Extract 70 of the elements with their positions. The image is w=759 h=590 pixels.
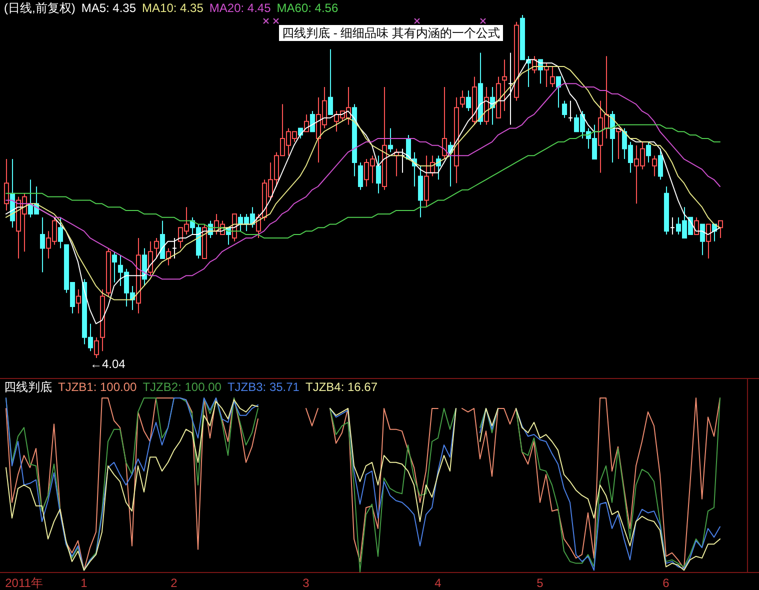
x-tick-label: 2011年 bbox=[5, 576, 43, 590]
candlestick bbox=[58, 216, 63, 249]
candlestick bbox=[154, 237, 159, 260]
candlestick bbox=[400, 148, 405, 174]
candlestick bbox=[568, 100, 573, 122]
candlestick bbox=[94, 336, 99, 358]
candlestick bbox=[478, 52, 483, 126]
candlestick bbox=[442, 86, 447, 160]
candlestick bbox=[502, 59, 507, 112]
x-tick-label: 4 bbox=[434, 576, 442, 590]
x-tick-label: 3 bbox=[302, 576, 310, 590]
text: MA20: 4.45 bbox=[209, 1, 272, 15]
candlestick bbox=[136, 237, 141, 314]
candlestick bbox=[460, 90, 465, 108]
x-tick-label: 1 bbox=[80, 576, 88, 590]
candlestick bbox=[472, 76, 477, 126]
candlestick bbox=[172, 237, 177, 260]
candlestick bbox=[718, 220, 723, 238]
candlestick bbox=[544, 62, 549, 88]
candlestick bbox=[148, 240, 153, 276]
candlestick bbox=[388, 128, 393, 153]
candlestick bbox=[448, 141, 453, 187]
chart-title: (日线,前复权) bbox=[4, 1, 76, 15]
candlestick bbox=[652, 155, 657, 177]
candlestick bbox=[514, 21, 519, 102]
candlestick bbox=[382, 86, 387, 190]
candlestick bbox=[454, 96, 459, 184]
candlestick bbox=[616, 128, 621, 160]
candlestick bbox=[100, 288, 105, 352]
x-tick-label: 5 bbox=[536, 576, 544, 590]
candlestick bbox=[466, 90, 471, 112]
series-label: TJZB4: 16.67 bbox=[305, 380, 378, 394]
candlestick bbox=[706, 224, 711, 260]
candlestick bbox=[646, 141, 651, 163]
text: MA60: 4.56 bbox=[276, 1, 338, 15]
series-label: TJZB1: 100.00 bbox=[58, 380, 138, 394]
candlestick bbox=[424, 155, 429, 208]
candlestick bbox=[562, 100, 567, 118]
candlestick bbox=[556, 76, 561, 108]
candlestick bbox=[4, 158, 9, 212]
candlestick bbox=[418, 165, 423, 218]
candlestick bbox=[610, 110, 615, 163]
x-tick-label: 2 bbox=[170, 576, 178, 590]
candlestick bbox=[496, 76, 501, 118]
text: MA10: 4.35 bbox=[142, 1, 204, 15]
series-label: TJZB2: 100.00 bbox=[142, 380, 222, 394]
chart-title: 四线判底 bbox=[4, 380, 52, 394]
candlestick bbox=[106, 248, 111, 297]
candlestick bbox=[166, 248, 171, 266]
candlestick bbox=[40, 216, 45, 273]
candlestick bbox=[202, 224, 207, 260]
candlestick bbox=[484, 86, 489, 126]
candlestick bbox=[664, 186, 669, 236]
candlestick bbox=[310, 110, 315, 132]
candlestick bbox=[358, 162, 363, 190]
candlestick bbox=[694, 216, 699, 236]
series-label: TJZB3: 35.71 bbox=[227, 380, 300, 394]
text: MA5: 4.35 bbox=[81, 1, 136, 15]
candlestick bbox=[550, 66, 555, 88]
candlestick bbox=[160, 220, 165, 260]
candlestick bbox=[76, 288, 81, 314]
x-tick-label: 6 bbox=[662, 576, 670, 590]
candlestick bbox=[700, 224, 705, 256]
candlestick bbox=[352, 104, 357, 177]
candlestick bbox=[376, 155, 381, 194]
candlestick bbox=[670, 216, 675, 236]
candlestick bbox=[112, 251, 117, 284]
candlestick bbox=[658, 148, 663, 180]
candlestick bbox=[328, 48, 333, 115]
annotation: ←4.04 bbox=[90, 357, 126, 371]
